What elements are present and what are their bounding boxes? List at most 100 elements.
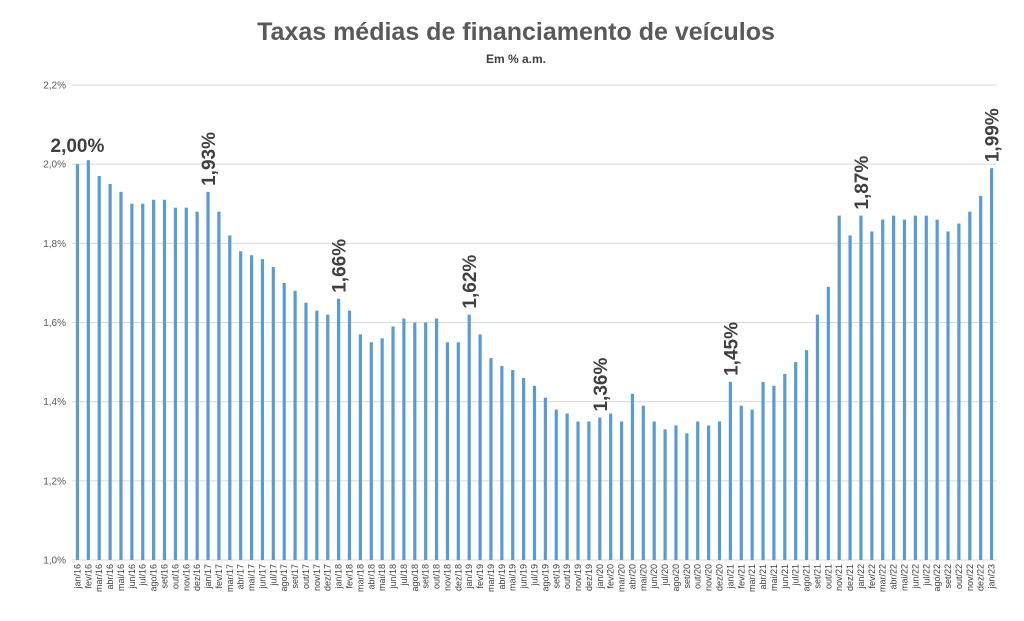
- x-tick-label: mai/16: [116, 564, 126, 591]
- bar: [195, 211, 199, 560]
- x-tick-label: set/16: [160, 564, 170, 589]
- bar: [326, 314, 330, 560]
- x-tick-label: mai/22: [900, 564, 910, 591]
- bar: [358, 334, 362, 560]
- data-label: 1,66%: [330, 239, 351, 293]
- x-tick-label: jun/16: [127, 564, 137, 590]
- data-label: 1,93%: [199, 132, 220, 186]
- bar: [892, 215, 896, 560]
- x-tick-label: jul/22: [921, 564, 931, 587]
- bar: [881, 219, 885, 561]
- bar: [630, 393, 635, 560]
- x-tick-label: dez/19: [584, 564, 594, 591]
- x-tick-label: mai/19: [508, 564, 518, 591]
- bar: [445, 342, 450, 560]
- bar: [282, 282, 286, 560]
- bar: [826, 286, 830, 560]
- x-tick-label: ago/19: [540, 564, 550, 592]
- bar: [554, 409, 558, 560]
- bar: [935, 219, 939, 561]
- x-tick-label: ago/21: [802, 564, 812, 592]
- bar: [424, 322, 428, 560]
- x-tick-label: mai/21: [769, 564, 779, 591]
- x-tick-label: abr/22: [889, 564, 899, 590]
- bar: [946, 231, 950, 561]
- bar: [772, 385, 776, 560]
- bar: [870, 231, 874, 561]
- bar: [228, 235, 232, 560]
- x-tick-label: jul/17: [268, 564, 278, 587]
- x-tick-label: abr/17: [236, 564, 246, 590]
- chart-title: Taxas médias de financiamento de veículo…: [257, 18, 775, 46]
- y-tick-label: 1,4%: [43, 397, 66, 408]
- bar: [804, 350, 809, 560]
- bar: [522, 377, 526, 560]
- x-tick-label: out/20: [693, 564, 703, 589]
- x-tick-label: fev/22: [867, 564, 877, 589]
- x-tick-label: ago/18: [410, 564, 420, 592]
- bar: [413, 322, 417, 560]
- y-tick-label: 1,6%: [43, 318, 66, 329]
- x-tick-label: mar/16: [94, 564, 104, 592]
- bar: [783, 373, 787, 560]
- bar: [532, 385, 537, 560]
- x-tick-label: nov/19: [573, 564, 583, 591]
- bar: [565, 413, 569, 560]
- x-tick-label: out/18: [432, 564, 442, 589]
- x-tick-label: mar/22: [878, 564, 888, 592]
- bar: [130, 203, 134, 560]
- x-tick-label: mar/18: [355, 564, 365, 592]
- y-axis: 1,0% 1,2% 1,4% 1,6% 1,8% 2,0% 2,2%: [43, 81, 66, 567]
- x-tick-label: dez/21: [845, 564, 855, 591]
- data-label: 1,62%: [460, 255, 481, 309]
- data-label: 1,45%: [721, 322, 742, 376]
- data-label: 1,87%: [852, 156, 873, 210]
- x-tick-label: out/19: [562, 564, 572, 589]
- bar: [239, 251, 243, 560]
- bar: [794, 362, 798, 560]
- x-tick-label: set/18: [421, 564, 431, 589]
- x-tick-label: jul/16: [138, 564, 148, 587]
- bar: [337, 298, 341, 560]
- bar: [206, 191, 210, 560]
- bar: [968, 211, 972, 560]
- x-tick-label: jul/21: [791, 564, 801, 587]
- bar: [739, 405, 743, 560]
- x-tick-label: set/17: [290, 564, 300, 589]
- bar: [402, 318, 406, 560]
- bar: [848, 235, 852, 560]
- x-axis: jan/16 fev/16 mar/16 abr/16 mai/16 jun/16 jul/…: [72, 564, 996, 592]
- bar: [837, 215, 841, 560]
- bar: [717, 421, 722, 560]
- x-tick-label: jan/19: [464, 564, 474, 590]
- x-tick-label: fev/16: [83, 564, 93, 589]
- bar: [162, 199, 167, 560]
- bar: [347, 310, 352, 560]
- bar: [728, 381, 732, 560]
- bar: [859, 215, 863, 560]
- x-tick-label: out/16: [170, 564, 180, 589]
- x-tick-label: nov/17: [312, 564, 322, 591]
- x-tick-label: jun/19: [519, 564, 529, 590]
- bar: [543, 397, 547, 560]
- bar: [434, 318, 439, 560]
- bar: [924, 215, 928, 560]
- x-tick-label: set/20: [682, 564, 692, 589]
- bar: [173, 207, 177, 561]
- x-tick-label: jun/18: [388, 564, 398, 590]
- x-tick-label: set/22: [943, 564, 953, 589]
- bar: [989, 168, 994, 560]
- x-tick-label: ago/16: [149, 564, 159, 592]
- bar: [761, 381, 765, 560]
- bar: [217, 211, 221, 560]
- bar: [108, 183, 112, 561]
- x-tick-label: dez/17: [323, 564, 333, 591]
- bar: [467, 314, 471, 560]
- x-tick-label: jan/23: [987, 564, 997, 590]
- x-tick-label: jan/21: [725, 564, 735, 590]
- x-tick-label: mai/17: [247, 564, 257, 591]
- x-tick-label: abr/19: [497, 564, 507, 590]
- x-tick-label: abr/18: [366, 564, 376, 590]
- bar: [609, 413, 613, 560]
- bar: [511, 370, 515, 560]
